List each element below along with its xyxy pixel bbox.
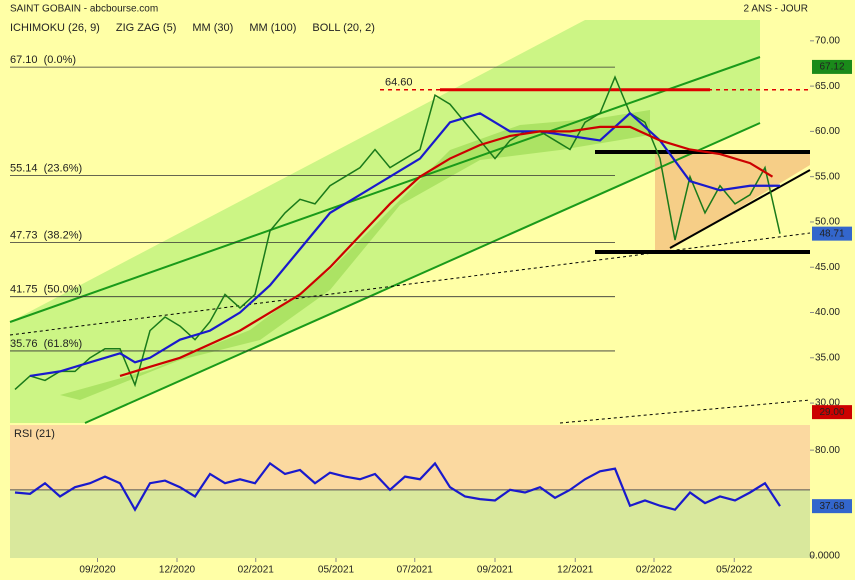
x-tick-label: 05/2021 [318,565,355,576]
rsi-upper-zone [10,425,810,490]
x-tick-label: 05/2022 [716,565,753,576]
y-tick-label: 30.00 [815,398,840,409]
y-tick-label: 45.00 [815,262,840,273]
series-line [29,111,780,377]
price-tag [812,499,852,514]
price-tag-label: 48.71 [819,228,844,239]
triangle-line [669,169,811,249]
annotation-label: 64.60 [385,77,413,89]
y-tick-label: 55.00 [815,171,840,182]
series-line [14,461,781,512]
price-tag [812,59,852,74]
legend-entry: ZIG ZAG (5) [116,22,177,34]
legend-entry: MM (30) [192,22,233,34]
ichimoku-cloud [60,110,650,400]
legend-entry: BOLL (20, 2) [312,22,375,34]
price-tag [812,226,852,241]
y-tick-label: 50.00 [815,217,840,228]
fibonacci-label: 35.76 (61.8%) [10,338,82,350]
y-tick-label: 40.00 [815,307,840,318]
legend-entry: MM (100) [249,22,296,34]
x-tick-label: 02/2021 [238,565,275,576]
chart-title: SAINT GOBAIN - abcbourse.com [10,4,158,15]
price-tag-label: 37.68 [819,501,844,512]
x-tick-label: 09/2021 [477,565,514,576]
x-tick-label: 09/2020 [79,565,116,576]
y-tick-label: 70.00 [815,35,840,46]
y-tick-label: 60.00 [815,126,840,137]
price-tag [812,405,852,420]
legend-entry: ICHIMOKU (26, 9) [10,22,100,34]
price-tag-label: 29.00 [819,407,844,418]
fibonacci-label: 55.14 (23.6%) [10,162,82,174]
y-tick-label: 0.0000 [809,551,840,562]
x-tick-label: 12/2021 [557,565,594,576]
y-tick-label: 35.00 [815,352,840,363]
channel-lower [84,122,761,424]
channel-upper [9,56,761,323]
y-tick-label: 80.00 [815,445,840,456]
legend: ICHIMOKU (26, 9) ZIG ZAG (5) MM (30) MM (10… [10,22,375,34]
price-tag-label: 67.12 [819,62,844,73]
x-tick-label: 02/2022 [636,565,673,576]
x-tick-label: 12/2020 [159,565,196,576]
series-line [119,125,774,377]
x-tick-label: 07/2021 [397,565,434,576]
panel-title: RSI (21) [14,428,55,440]
fibonacci-label: 41.75 (50.0%) [10,284,82,296]
fibonacci-label: 47.73 (38.2%) [10,229,82,241]
rsi-lower-zone [10,490,810,558]
fibonacci-label: 67.10 (0.0%) [10,54,76,66]
y-tick-label: 65.00 [815,81,840,92]
series-line [14,75,781,391]
period: 2 ANS - JOUR [744,4,808,15]
